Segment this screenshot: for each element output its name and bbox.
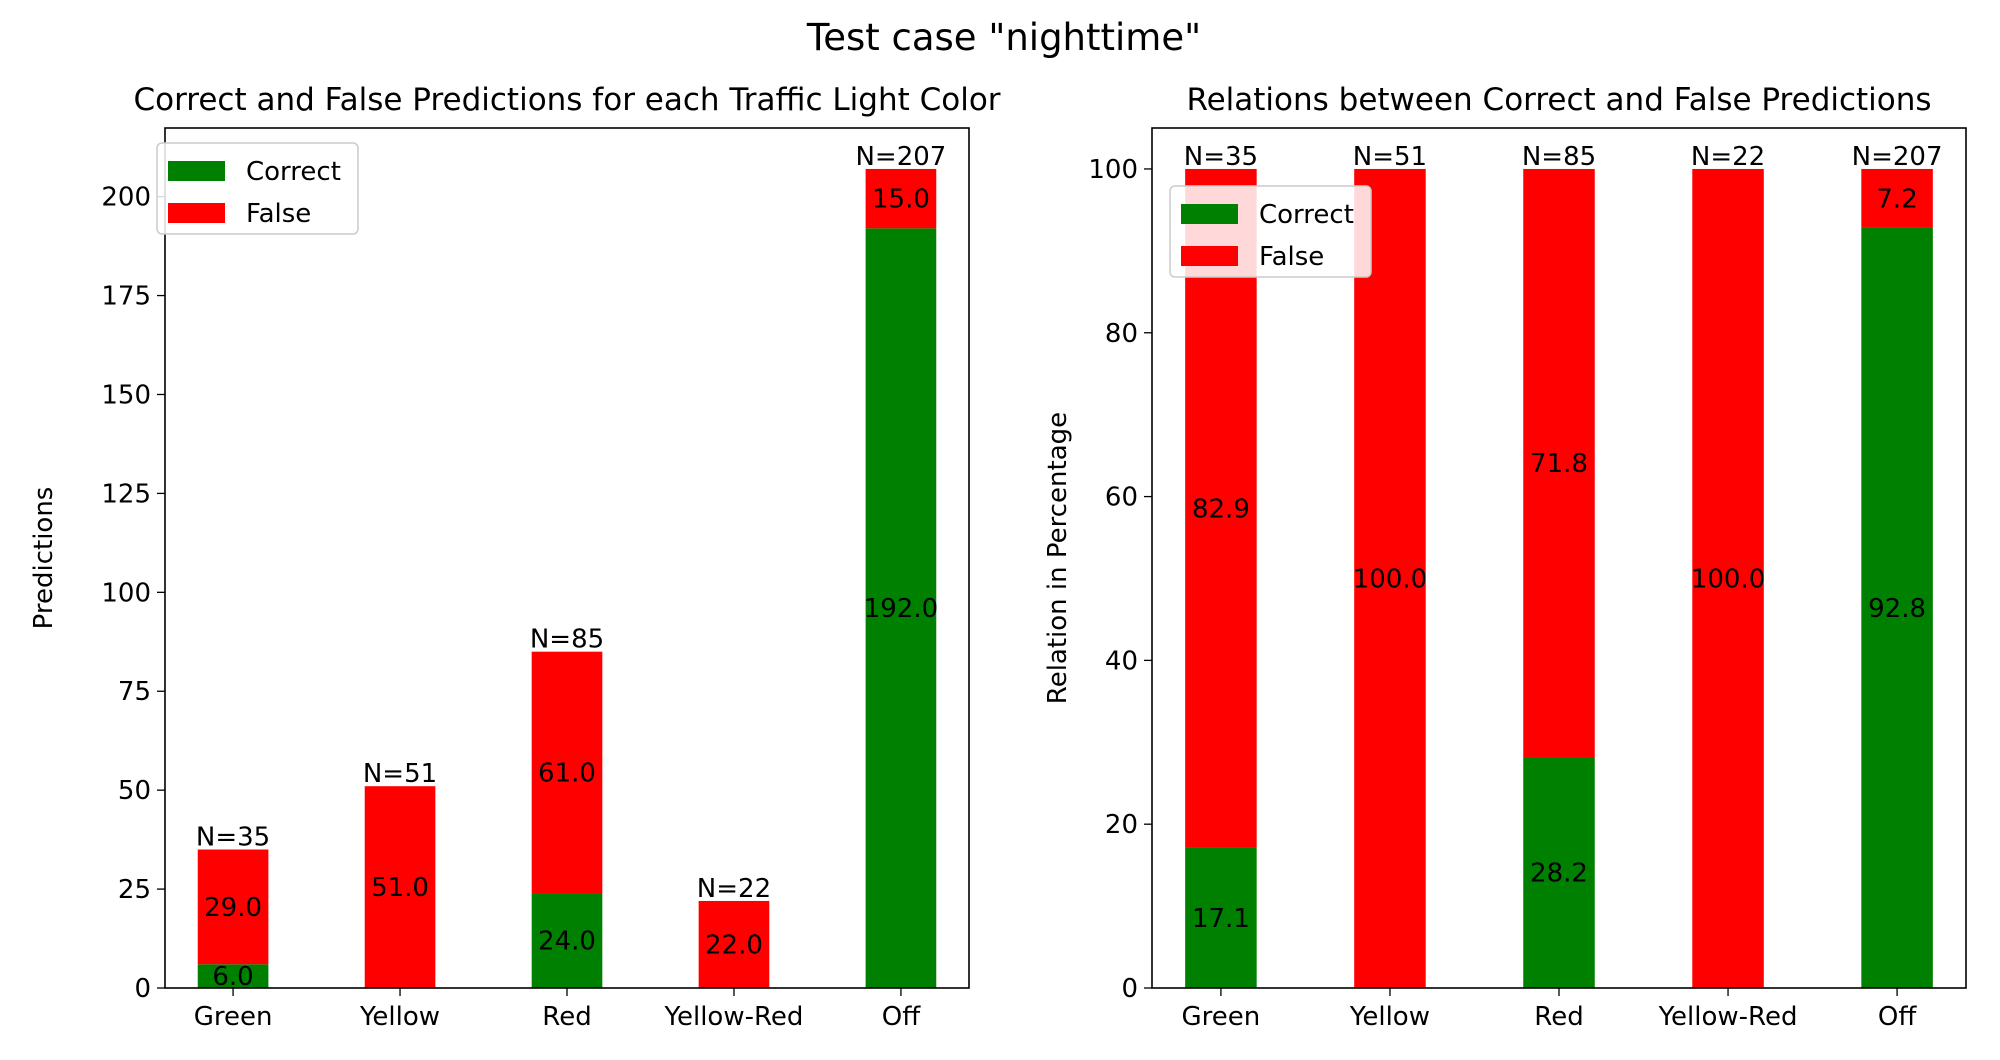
chart-panel-counts: Correct and False Predictions for each T…	[29, 82, 1001, 1032]
x-tick-label-green-0: Green	[194, 1002, 273, 1032]
y-tick-label-175-0: 175	[101, 282, 151, 312]
y-tick-label-100-0: 100	[101, 578, 151, 608]
legend-label-correct-1: Correct	[1259, 200, 1354, 230]
segment-label-correct-red-0: 24.0	[538, 927, 596, 957]
segment-label-false-red-0: 61.0	[538, 758, 596, 788]
x-tick-label-yellow-0: Yellow	[359, 1002, 440, 1032]
x-tick-label-off-0: Off	[882, 1002, 921, 1032]
total-label-yellow-1: N=51	[1353, 142, 1427, 172]
y-tick-label-200-0: 200	[101, 183, 151, 213]
figure-suptitle: Test case "nighttime"	[806, 16, 1201, 59]
total-label-red-0: N=85	[530, 625, 604, 655]
bar-false-green-1	[1185, 168, 1257, 848]
legend-swatch-false-0	[168, 203, 225, 223]
panel-title-1: Relations between Correct and False Pred…	[1186, 82, 1931, 118]
total-label-yellow-red-1: N=22	[1691, 142, 1765, 172]
y-tick-label-100-1: 100	[1088, 155, 1138, 185]
total-label-green-0: N=35	[196, 823, 270, 853]
bar-correct-red-0	[531, 893, 603, 988]
y-tick-label-60-1: 60	[1105, 483, 1138, 513]
axes-frame-1	[1151, 127, 1967, 989]
y-tick-label-40-1: 40	[1105, 646, 1138, 676]
bar-correct-off-1	[1861, 227, 1933, 988]
x-tick-label-off-1: Off	[1878, 1002, 1917, 1032]
x-tick-label-green-1: Green	[1182, 1002, 1261, 1032]
bar-false-red-1	[1523, 168, 1595, 758]
bar-false-off-0	[865, 168, 937, 229]
total-label-red-1: N=85	[1522, 142, 1596, 172]
total-label-off-0: N=207	[855, 142, 946, 172]
x-tick-label-red-1: Red	[1534, 1002, 1583, 1032]
y-tick-label-125-0: 125	[101, 479, 151, 509]
legend-label-false-0: False	[246, 199, 311, 229]
y-tick-label-0-0: 0	[134, 974, 151, 1004]
segment-label-false-off-0: 15.0	[872, 185, 930, 215]
segment-label-correct-off-0: 192.0	[864, 594, 938, 624]
segment-label-false-yellow-0: 51.0	[371, 873, 429, 903]
legend-label-correct-0: Correct	[246, 157, 341, 187]
bar-false-yellow-red-0	[698, 900, 770, 988]
bar-false-yellow-1	[1354, 168, 1426, 988]
y-axis-label-1: Relation in Percentage	[1043, 412, 1073, 704]
legend-swatch-correct-0	[168, 161, 225, 181]
y-tick-label-75-0: 75	[118, 677, 151, 707]
y-axis-label-0: Predictions	[29, 487, 59, 630]
bar-false-off-1	[1861, 168, 1933, 228]
legend-1: Correct False	[1169, 185, 1372, 278]
bar-correct-green-1	[1185, 847, 1257, 988]
total-label-yellow-red-0: N=22	[697, 874, 771, 904]
bar-false-yellow-red-1	[1692, 168, 1764, 988]
y-tick-label-20-1: 20	[1105, 810, 1138, 840]
segment-label-correct-green-0: 6.0	[212, 962, 253, 992]
bar-false-green-0	[197, 849, 269, 965]
segment-label-correct-off-1: 92.8	[1868, 594, 1926, 624]
total-label-off-1: N=207	[1852, 142, 1943, 172]
total-label-yellow-0: N=51	[363, 759, 437, 789]
y-tick-label-150-0: 150	[101, 380, 151, 410]
segment-label-false-yellow-red-0: 22.0	[705, 930, 763, 960]
segment-label-false-green-1: 82.9	[1192, 494, 1250, 524]
segment-label-false-green-0: 29.0	[204, 893, 262, 923]
bar-false-red-0	[531, 651, 603, 894]
segment-label-false-yellow-1: 100.0	[1353, 564, 1427, 594]
x-tick-label-yellow-red-0: Yellow-Red	[664, 1002, 804, 1032]
segment-label-false-yellow-red-1: 100.0	[1691, 564, 1765, 594]
x-tick-label-yellow-red-1: Yellow-Red	[1658, 1002, 1798, 1032]
y-tick-label-80-1: 80	[1105, 319, 1138, 349]
chart-panel-percentages: Relations between Correct and False Pred…	[1043, 82, 1967, 1032]
segment-label-false-off-1: 7.2	[1876, 184, 1917, 214]
legend-swatch-correct-1	[1181, 204, 1238, 224]
bar-correct-red-1	[1523, 757, 1595, 988]
legend-swatch-false-1	[1181, 246, 1238, 266]
bar-correct-green-0	[197, 964, 269, 988]
bar-false-yellow-0	[364, 786, 436, 988]
x-tick-label-red-0: Red	[542, 1002, 591, 1032]
panel-title-0: Correct and False Predictions for each T…	[133, 82, 1000, 118]
total-label-green-1: N=35	[1184, 142, 1258, 172]
segment-label-false-red-1: 71.8	[1530, 449, 1588, 479]
x-tick-label-yellow-1: Yellow	[1349, 1002, 1430, 1032]
bar-correct-off-0	[865, 228, 937, 989]
segment-label-correct-green-1: 17.1	[1192, 904, 1250, 934]
legend-0: Correct False	[156, 142, 359, 235]
segment-label-correct-red-1: 28.2	[1530, 859, 1588, 889]
y-tick-label-50-0: 50	[118, 776, 151, 806]
axes-frame-0	[164, 127, 970, 989]
legend-label-false-1: False	[1259, 242, 1324, 272]
y-tick-label-25-0: 25	[118, 875, 151, 905]
y-tick-label-0-1: 0	[1121, 974, 1138, 1004]
